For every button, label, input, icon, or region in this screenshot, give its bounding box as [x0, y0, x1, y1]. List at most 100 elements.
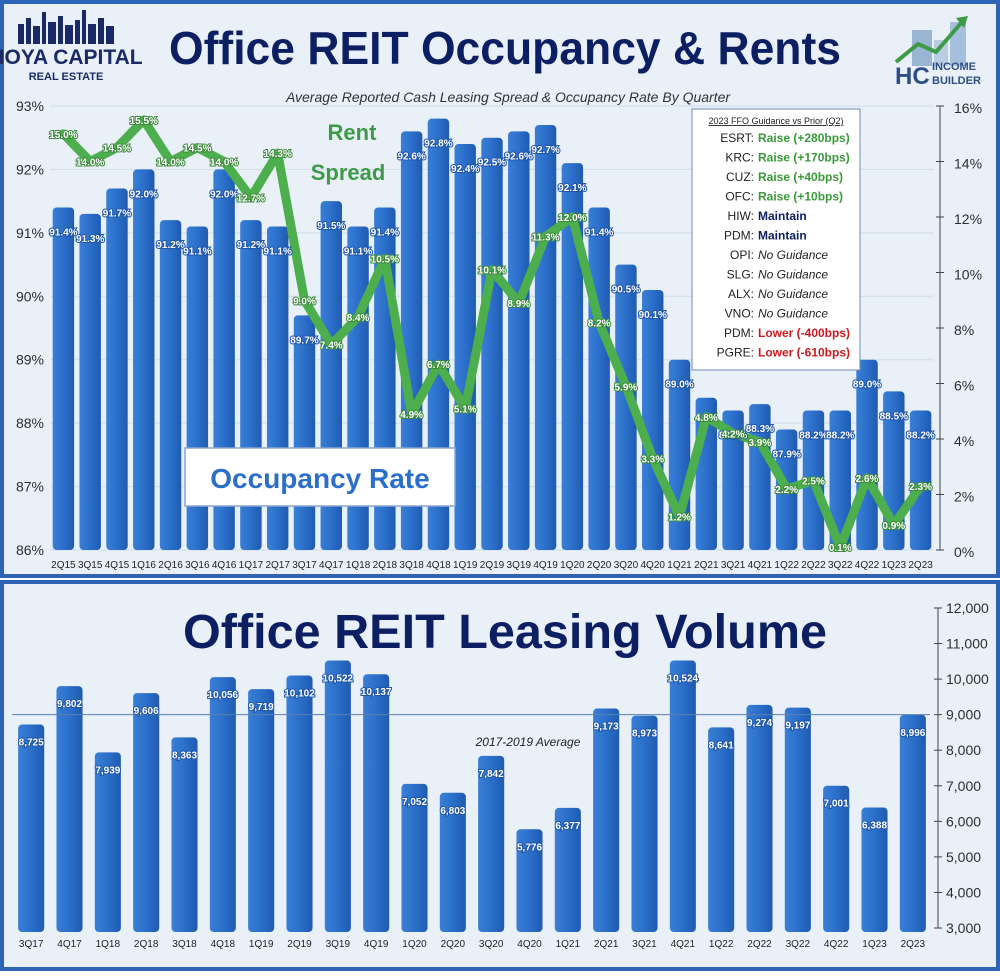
leasing-bar — [669, 660, 696, 932]
leasing-x-tick: 3Q17 — [19, 939, 44, 950]
leasing-bar — [784, 707, 811, 932]
leasing-bar — [631, 715, 658, 932]
occupancy-bar-label: 92.4% — [451, 164, 479, 175]
hoya-logo-line1: HOYA CAPITAL — [0, 46, 143, 69]
leasing-bar-label: 9,719 — [249, 702, 274, 713]
leasing-x-tick: 1Q23 — [862, 939, 887, 950]
leasing-bar-label: 6,803 — [440, 806, 465, 817]
rent-spread-point-label: 2.5% — [802, 477, 825, 488]
left-axis-tick: 88% — [16, 415, 44, 431]
right-axis-tick: 8% — [954, 322, 974, 338]
rent-spread-point-label: 10.1% — [478, 266, 506, 277]
leasing-x-tick: 4Q22 — [824, 939, 849, 950]
leasing-bar-label: 8,996 — [900, 728, 925, 739]
occupancy-x-tick: 3Q17 — [292, 560, 317, 571]
leasing-axis-tick: 9,000 — [946, 707, 981, 723]
occupancy-bar-label: 90.1% — [639, 310, 667, 321]
occupancy-bar-label: 92.5% — [478, 158, 506, 169]
guidance-ticker: HIW: — [728, 209, 754, 223]
left-axis-tick: 87% — [16, 479, 44, 495]
guidance-ticker: PGRE: — [717, 346, 754, 360]
occupancy-x-tick: 3Q16 — [185, 560, 210, 571]
leasing-bar-label: 10,056 — [208, 690, 239, 701]
occupancy-bar — [615, 264, 637, 550]
occupancy-x-tick: 2Q20 — [587, 560, 612, 571]
rent-spread-point-label: 3.9% — [748, 438, 771, 449]
leasing-x-tick: 2Q22 — [747, 939, 772, 950]
rent-spread-point-label: 0.9% — [882, 521, 905, 532]
leasing-bar-label: 7,052 — [402, 797, 427, 808]
occupancy-bar — [508, 131, 530, 550]
occupancy-bar-labels: 91.4%91.3%91.7%92.0%91.2%91.1%92.0%91.2%… — [48, 138, 936, 462]
occupancy-bar-label: 89.0% — [665, 380, 693, 391]
occupancy-x-tick: 1Q18 — [346, 560, 371, 571]
guidance-value: Raise (+280bps) — [758, 131, 850, 145]
occupancy-bar — [642, 289, 664, 550]
occupancy-x-tick: 2Q15 — [51, 560, 76, 571]
rent-spread-point-label: 0.1% — [829, 543, 852, 554]
guidance-ticker: VNO: — [725, 307, 754, 321]
rent-spread-point-label: 14.0% — [76, 158, 104, 169]
rent-spread-point-label: 2.3% — [909, 482, 932, 493]
leasing-bar — [516, 829, 543, 932]
occupancy-bar-label: 88.2% — [826, 430, 854, 441]
rent-spread-point-label: 2.2% — [775, 485, 798, 496]
left-axis-tick: 86% — [16, 542, 44, 558]
leasing-x-tick: 3Q20 — [479, 939, 504, 950]
rent-spread-line — [58, 115, 926, 552]
guidance-value: Raise (+170bps) — [758, 151, 850, 165]
hoya-capital-logo: HOYA CAPITAL REAL ESTATE — [0, 10, 143, 83]
occupancy-x-tick: 3Q15 — [78, 560, 103, 571]
rent-spread-point-label: 4.9% — [400, 410, 423, 421]
leasing-y-axis: 3,000 4,000 5,000 6,000 7,000 8,000 9,000 10,00… — [934, 600, 989, 936]
leasing-bar — [324, 660, 351, 932]
rent-spread-point-label: 15.0% — [49, 130, 77, 141]
leasing-bar — [401, 783, 428, 932]
leasing-axis-tick: 12,000 — [946, 600, 989, 616]
leasing-bar-label: 9,173 — [594, 722, 619, 733]
leasing-bar-label: 10,137 — [361, 687, 392, 698]
occupancy-x-tick: 4Q21 — [748, 560, 773, 571]
rent-spread-point-label: 1.2% — [668, 513, 691, 524]
guidance-value: No Guidance — [758, 307, 828, 321]
occupancy-bar-label: 92.1% — [558, 183, 586, 194]
guidance-ticker: OFC: — [725, 190, 754, 204]
rent-spread-point-label: 14.5% — [103, 144, 131, 155]
leasing-bar — [209, 677, 236, 932]
leasing-bar-label: 9,197 — [785, 721, 810, 732]
occupancy-bar-label: 88.3% — [746, 424, 774, 435]
leasing-x-tick: 2Q23 — [901, 939, 926, 950]
occupancy-bar — [133, 169, 155, 550]
leasing-chart-title: Office REIT Leasing Volume — [183, 606, 827, 659]
leasing-axis-tick: 5,000 — [946, 849, 981, 865]
leasing-x-tick: 1Q20 — [402, 939, 427, 950]
occupancy-bar — [561, 163, 584, 551]
leasing-bar-label: 8,725 — [19, 737, 44, 748]
leasing-bar — [708, 727, 735, 932]
rent-spread-point-label: 8.4% — [347, 313, 370, 324]
occupancy-x-tick: 1Q22 — [774, 560, 799, 571]
guidance-value: Raise (+10bps) — [758, 190, 843, 204]
guidance-ticker: ESRT: — [720, 131, 754, 145]
occupancy-bar-label: 88.2% — [906, 430, 934, 441]
occupancy-x-tick: 2Q18 — [373, 560, 398, 571]
leasing-bar — [56, 686, 83, 932]
left-axis-tick: 91% — [16, 225, 44, 241]
occupancy-bar-label: 92.0% — [130, 189, 158, 200]
occupancy-bar — [159, 220, 182, 550]
occupancy-x-tick: 3Q18 — [399, 560, 424, 571]
guidance-value: Lower (-400bps) — [758, 326, 850, 340]
rent-spread-polyline — [58, 115, 926, 552]
rent-spread-point-label: 14.5% — [183, 144, 211, 155]
leasing-bar-label: 8,641 — [709, 740, 734, 751]
occupancy-bar — [909, 410, 932, 550]
rent-spread-point-label: 14.0% — [156, 158, 184, 169]
leasing-x-tick: 2Q21 — [594, 939, 619, 950]
occupancy-x-tick: 3Q21 — [721, 560, 746, 571]
occupancy-x-tick: 4Q15 — [105, 560, 130, 571]
leasing-bar-label: 10,102 — [284, 688, 315, 699]
leasing-bar-labels: 8,725 9,802 7,939 9,606 8,363 10,056 9,719 10,1… — [18, 672, 927, 854]
right-axis-tick: 16% — [954, 100, 982, 116]
occupancy-x-tick: 2Q17 — [265, 560, 290, 571]
